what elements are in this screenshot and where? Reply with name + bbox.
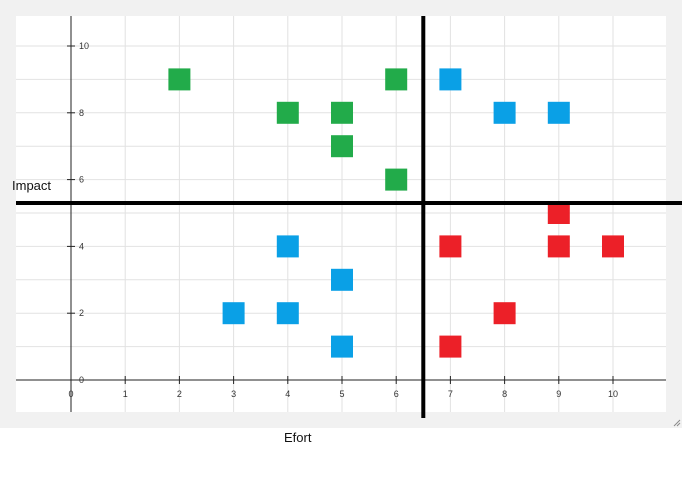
y-tick-label: 2	[79, 308, 84, 318]
axis-ticks: 0 1 2 3 4 5 6 7 8 9 10 0 2 4 6 8 10	[67, 41, 618, 399]
data-point	[602, 235, 624, 258]
x-tick-label: 10	[608, 389, 618, 399]
y-tick-label: 10	[79, 41, 89, 51]
x-tick-label: 1	[123, 389, 128, 399]
data-point	[493, 101, 516, 124]
data-point	[276, 302, 299, 325]
x-tick-label: 7	[448, 389, 453, 399]
data-point	[331, 101, 353, 124]
y-tick-label: 8	[79, 108, 84, 118]
x-tick-label: 9	[556, 389, 561, 399]
y-axis-label: Impact	[12, 178, 52, 193]
x-tick-label: 3	[231, 389, 236, 399]
x-tick-label: 6	[394, 389, 399, 399]
data-point	[547, 202, 570, 224]
data-point	[331, 268, 353, 291]
data-point	[439, 335, 462, 358]
data-point	[276, 235, 299, 258]
axes	[16, 16, 666, 412]
data-point	[439, 68, 462, 91]
data-point	[331, 135, 353, 158]
x-tick-label: 4	[285, 389, 290, 399]
data-point	[276, 101, 299, 124]
scatter-chart: 0 1 2 3 4 5 6 7 8 9 10 0 2 4 6 8 10	[16, 16, 682, 418]
data-point	[331, 335, 353, 358]
x-tick-label: 2	[177, 389, 182, 399]
data-point	[168, 68, 191, 91]
y-tick-label: 0	[79, 375, 84, 385]
x-axis-label: Efort	[284, 430, 312, 445]
x-tick-label: 0	[68, 389, 73, 399]
resize-grip-icon[interactable]	[673, 419, 681, 427]
x-tick-label: 8	[502, 389, 507, 399]
y-tick-label: 4	[79, 241, 84, 251]
data-point	[385, 168, 408, 191]
data-point	[493, 302, 516, 325]
quadrant-dividers	[16, 16, 682, 418]
x-tick-label: 5	[339, 389, 344, 399]
data-point	[547, 101, 570, 124]
data-point	[547, 235, 570, 258]
data-point	[385, 68, 408, 91]
data-point	[439, 235, 462, 258]
y-tick-label: 6	[79, 175, 84, 185]
data-point	[222, 302, 245, 325]
data-points	[168, 68, 624, 358]
